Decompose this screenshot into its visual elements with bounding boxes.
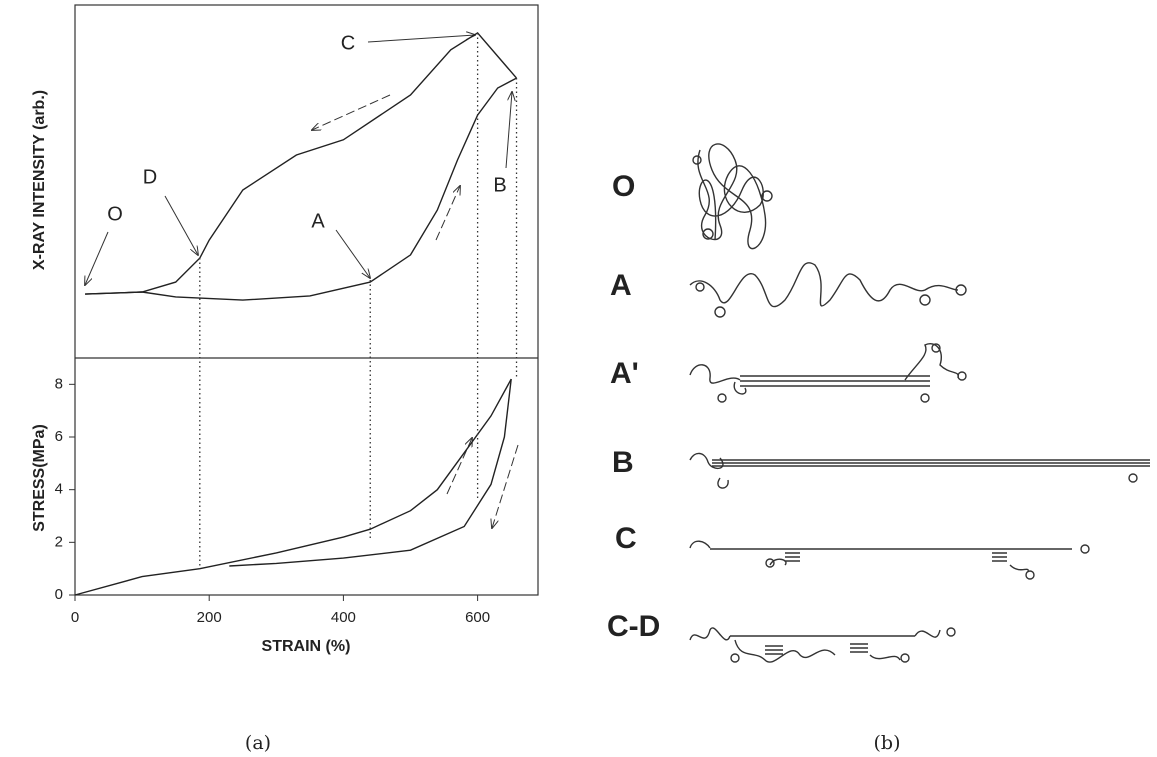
x-tick-label: 600 [465,609,490,626]
data-line [85,77,517,301]
x-axis-label: STRAIN (%) [262,638,351,655]
x-tick-label: 200 [197,609,222,626]
state-label: C-D [607,610,660,643]
caption: (a) [245,732,271,754]
annotation: C [341,32,355,54]
data-line [85,31,518,295]
chain-sketches [689,143,1150,663]
caption: (b) [874,732,901,754]
y-tick-label: 2 [55,533,63,550]
data-line [229,379,512,567]
x-tick-label: 0 [71,609,79,626]
plot-frame [74,4,539,596]
y-tick-label: 4 [55,481,63,498]
state-label: O [612,170,635,203]
y-axis-label: X-RAY INTENSITY (arb.) [31,90,48,270]
state-label: A' [610,357,639,390]
annotation: O [107,203,123,225]
annotation-arrows [85,35,512,285]
y-tick-label: 8 [55,375,63,392]
x-tick-label: 400 [331,609,356,626]
data-line [74,378,512,596]
y-tick-label: 6 [55,428,63,445]
state-label: C [615,522,637,555]
y-axis-label: STRESS(MPa) [31,424,48,532]
state-label: B [612,446,634,479]
annotation: B [493,174,506,196]
y-tick-label: 0 [55,586,63,603]
annotation: A [311,210,325,232]
state-label: A [610,269,632,302]
direction-arrows [312,94,519,528]
annotation: D [143,166,157,188]
